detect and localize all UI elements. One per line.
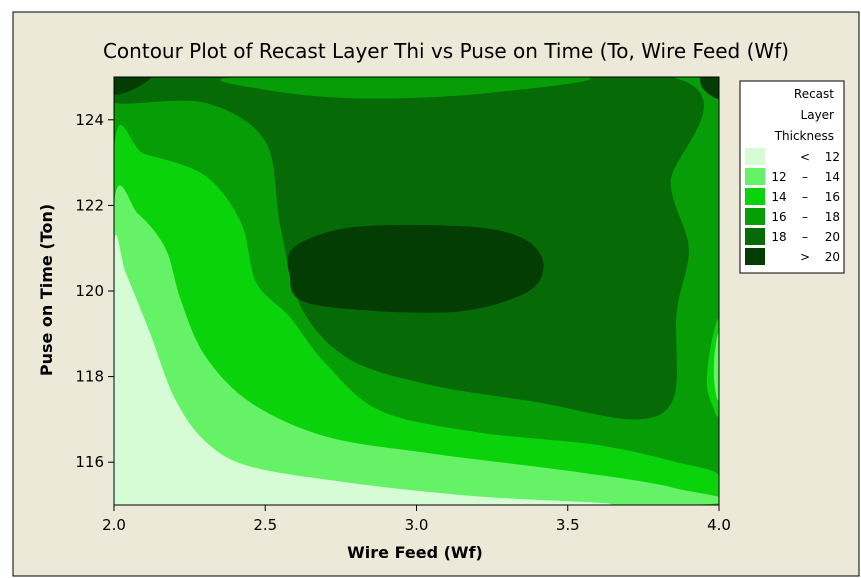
legend-separator: –: [802, 190, 808, 204]
contour-region: [114, 77, 151, 95]
y-tick-label: 118: [75, 368, 104, 386]
y-tick-label: 122: [75, 196, 104, 214]
x-tick-label: 4.0: [707, 516, 731, 534]
contour-region: [114, 185, 719, 505]
x-tick-label: 3.5: [556, 516, 580, 534]
contour-region: [699, 77, 719, 99]
legend-separator: <: [800, 150, 810, 164]
legend-high: 12: [825, 150, 840, 164]
legend-separator: –: [802, 210, 808, 224]
contour-region: [713, 332, 719, 401]
legend-low: 16: [771, 210, 786, 224]
legend-high: 20: [825, 250, 840, 264]
x-axis-label: Wire Feed (Wf): [347, 543, 483, 562]
legend: Recast Layer Thickness < 12 12 – 14 14 – 16 16 – 18 18…: [739, 80, 845, 274]
legend-swatch: [745, 228, 765, 245]
legend-title: Thickness: [774, 129, 834, 143]
legend-swatch: [745, 208, 765, 225]
legend-low: 14: [771, 190, 786, 204]
legend-separator: –: [802, 170, 808, 184]
legend-high: 16: [825, 190, 840, 204]
y-tick-label: 120: [75, 282, 104, 300]
legend-swatch: [745, 248, 765, 265]
legend-separator: >: [800, 250, 810, 264]
contour-region: [287, 224, 544, 313]
contour-region: [220, 77, 591, 99]
legend-separator: –: [802, 230, 808, 244]
legend-high: 14: [825, 170, 840, 184]
legend-swatch: [745, 148, 765, 165]
chart-title: Contour Plot of Recast Layer Thi vs Puse…: [103, 39, 789, 63]
legend-swatch: [745, 168, 765, 185]
x-tick-label: 2.5: [253, 516, 277, 534]
legend-title: Recast: [794, 87, 834, 101]
legend-high: 18: [825, 210, 840, 224]
contour-region: [114, 125, 719, 505]
legend-swatch: [745, 188, 765, 205]
plot-area: [113, 76, 720, 506]
y-tick-label: 116: [75, 453, 104, 471]
y-tick-label: 124: [75, 111, 104, 129]
legend-title: Layer: [801, 108, 835, 122]
axes: 2.0 2.5 3.0 3.5 4.0 116 118 120 122 124: [75, 111, 731, 534]
x-tick-label: 2.0: [102, 516, 126, 534]
legend-low: 12: [771, 170, 786, 184]
y-axis-label: Puse on Time (Ton): [37, 204, 56, 376]
contour-region: [114, 234, 612, 505]
legend-low: 18: [771, 230, 786, 244]
x-tick-label: 3.0: [405, 516, 429, 534]
legend-high: 20: [825, 230, 840, 244]
